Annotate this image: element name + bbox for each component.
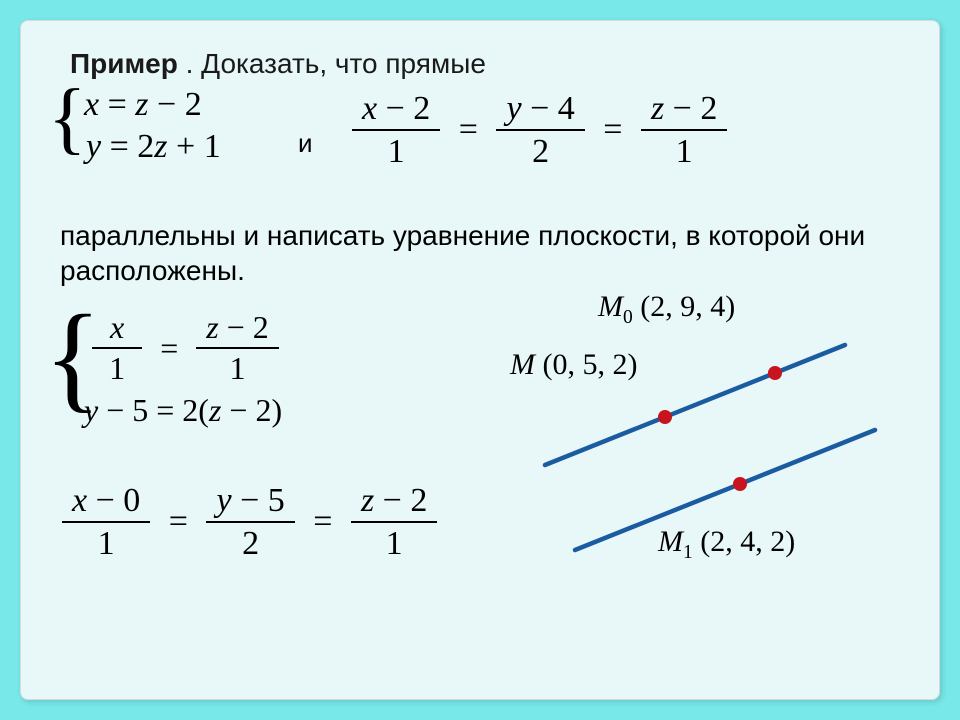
sys1-line2: y = 2z + 1 bbox=[86, 128, 221, 166]
line-top bbox=[545, 345, 845, 465]
lines-diagram bbox=[475, 310, 915, 570]
frac-1: x − 2 1 bbox=[352, 90, 440, 171]
conjunction: и bbox=[298, 128, 313, 159]
brace-icon: { bbox=[48, 78, 86, 158]
title-bold: Пример bbox=[70, 48, 178, 79]
dot-M1 bbox=[733, 477, 747, 491]
frac-3: z − 2 1 bbox=[641, 90, 727, 171]
sys2-row2: y − 5 = 2(z − 2) bbox=[84, 392, 282, 429]
slide-panel: Пример . Доказать, что прямые { x = z − … bbox=[20, 20, 940, 700]
paragraph: параллельны и написать уравнение плоскос… bbox=[60, 218, 920, 288]
dot-M0 bbox=[768, 366, 782, 380]
sys2-row1: x 1 = z − 2 1 bbox=[86, 310, 285, 386]
title: Пример . Доказать, что прямые bbox=[70, 48, 486, 80]
frac-b1: x − 0 1 bbox=[62, 482, 150, 563]
equation-top: x − 2 1 = y − 4 2 = z − 2 1 bbox=[346, 90, 733, 171]
frac-b3: z − 2 1 bbox=[351, 482, 437, 563]
equation-bottom: x − 0 1 = y − 5 2 = z − 2 1 bbox=[56, 482, 443, 563]
sys1-line1: x = z − 2 bbox=[84, 86, 202, 124]
frac-b2: y − 5 2 bbox=[206, 482, 294, 563]
frac-2: y − 4 2 bbox=[496, 90, 584, 171]
title-rest: . Доказать, что прямые bbox=[178, 48, 486, 79]
line-bottom bbox=[575, 430, 875, 550]
dot-M bbox=[658, 410, 672, 424]
